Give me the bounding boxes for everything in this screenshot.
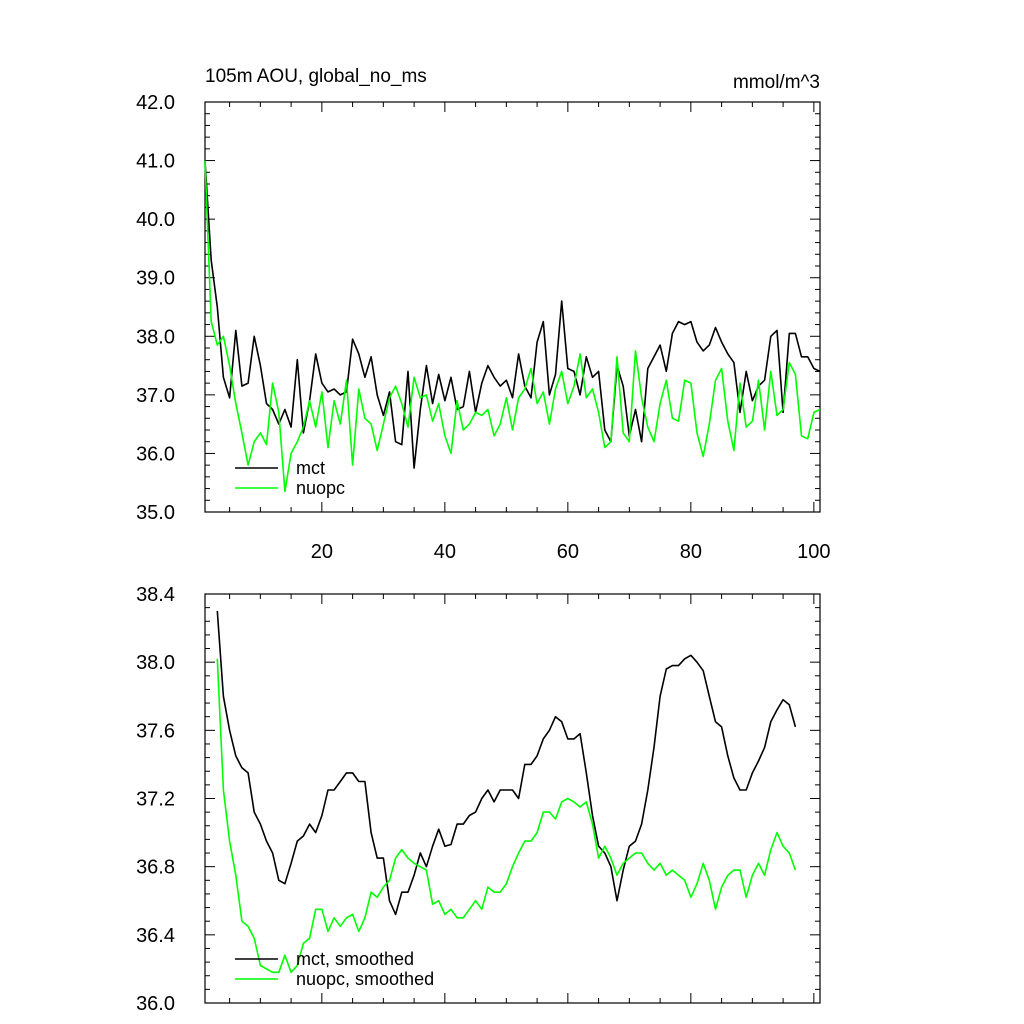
legend-label: nuopc [296, 478, 345, 498]
plot-frame [204, 101, 821, 513]
x-tick-label: 40 [434, 541, 456, 563]
series-line-mct-smoothed [216, 610, 797, 916]
x-tick-label: 60 [557, 541, 579, 563]
y-tick-label: 42.0 [136, 92, 175, 114]
legend-label: mct, smoothed [296, 949, 414, 969]
y-tick-label: 38.0 [136, 326, 175, 348]
y-tick-label: 36.4 [136, 925, 175, 947]
legend-label: mct [296, 458, 325, 478]
y-tick-label: 40.0 [136, 209, 175, 231]
y-tick-label: 37.6 [136, 720, 175, 742]
y-tick-label: 36.0 [136, 443, 175, 465]
y-tick-label: 38.4 [136, 584, 175, 606]
y-tick-label: 39.0 [136, 268, 175, 290]
y-tick-label: 41.0 [136, 151, 175, 173]
legend-label: nuopc, smoothed [296, 969, 434, 989]
x-tick-label: 80 [680, 541, 702, 563]
units-label: mmol/m^3 [733, 72, 820, 93]
y-tick-label: 36.8 [136, 857, 175, 879]
bottom-smoothed-line-chart: 36.0 36.4 36.8 37.2 37.6 38.0 38.4 mct, smoothe… [136, 584, 821, 1015]
y-tick-label: 35.0 [136, 502, 175, 524]
top-line-chart: 105m AOU, global_no_ms mmol/m^3 35.0 36.0 37… [136, 66, 830, 563]
x-tick-label: 20 [311, 541, 333, 563]
plot-frame [204, 593, 821, 1004]
chart-title: 105m AOU, global_no_ms [205, 66, 427, 87]
y-tick-label: 36.0 [136, 993, 175, 1015]
y-tick-label: 37.2 [136, 789, 175, 811]
y-tick-label: 37.0 [136, 385, 175, 407]
x-tick-label: 100 [797, 541, 830, 563]
y-tick-label: 38.0 [136, 652, 175, 674]
series-line-nuopc-smoothed [216, 658, 797, 974]
series-line-nuopc [204, 160, 821, 493]
